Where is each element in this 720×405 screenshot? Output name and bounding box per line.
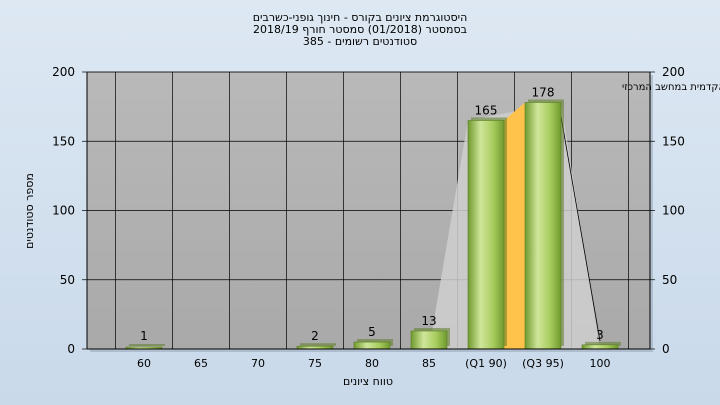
x-tick-label: (Q3 95) — [522, 357, 564, 370]
data-label: 3 — [596, 328, 604, 342]
x-tick-label: 85 — [422, 357, 436, 370]
y-tick-label-left: 0 — [67, 342, 75, 356]
chart-title-line-2: בסמסטר (01/2018) סמסטר חורף 2018/19 — [253, 23, 467, 36]
x-tick-label: (Q1 90) — [465, 357, 507, 370]
data-label: 13 — [421, 314, 436, 328]
data-label: 2 — [311, 329, 319, 343]
bar-85 — [410, 330, 448, 350]
y-tick-label-left: 200 — [52, 65, 75, 79]
y-tick-label-right: 200 — [662, 65, 685, 79]
data-label: 5 — [368, 325, 376, 339]
x-tick-label: 80 — [365, 357, 379, 370]
bar-100 — [581, 344, 619, 350]
y-tick-label-left: 50 — [60, 273, 75, 287]
x-tick-label: 65 — [194, 357, 208, 370]
bars — [125, 99, 621, 350]
y-tick-label-left: 100 — [52, 204, 75, 218]
y-tick-label-right: 50 — [662, 273, 677, 287]
x-tick-label: 60 — [137, 357, 151, 370]
y-tick-label-right: 150 — [662, 134, 685, 148]
distribution-tail-line — [560, 116, 601, 342]
bar-shadow — [129, 344, 165, 346]
chart-title-line-3: סטודנטים רשומים - 385 — [302, 35, 418, 48]
interquartile-band — [504, 102, 525, 349]
bar-(Q1 90) — [467, 120, 505, 350]
data-label: 1 — [140, 329, 148, 343]
y-tick-label-left: 150 — [52, 134, 75, 148]
data-label: 165 — [475, 103, 498, 117]
y-tick-label-right: 100 — [662, 204, 685, 218]
bar-shadow — [585, 341, 621, 346]
y-tick-label-right: 0 — [662, 342, 670, 356]
data-labels: 1 2 5 13 165 178 3 — [140, 85, 604, 343]
data-label: 178 — [532, 85, 555, 99]
x-axis-label: טווח ציונים — [343, 375, 393, 388]
bar-(Q3 95) — [524, 102, 562, 350]
x-tick-label: 100 — [590, 357, 611, 370]
bar-80 — [353, 341, 391, 350]
x-tick-label: 75 — [308, 357, 322, 370]
axes: 0 0 50 50 100 100 150 150 200 200 60 65 70 75 80 85 (Q1 … — [52, 65, 685, 370]
bar-shadow — [300, 343, 336, 346]
chart-annotation: במשימה : ציון סופי במערכת האקדמית במחשב … — [622, 82, 720, 93]
y-axis-label: מספר סטודנטים — [23, 173, 36, 249]
x-tick-label: 70 — [251, 357, 265, 370]
chart-title-line-1: היסטוגרמת ציונים בקורס - חינוך גופני-כשר… — [252, 11, 468, 24]
